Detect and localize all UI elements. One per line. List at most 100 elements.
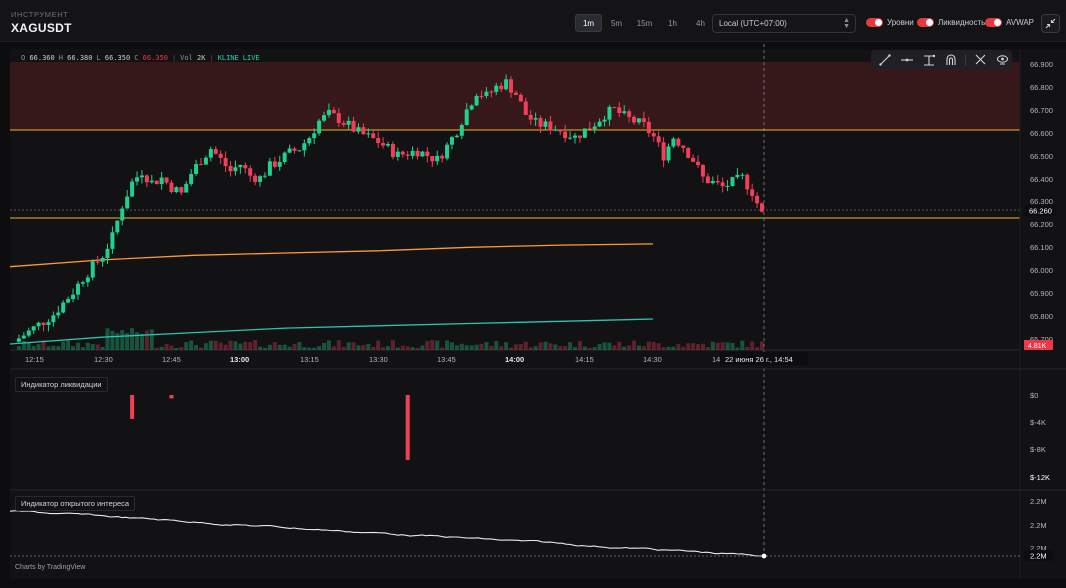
measure-icon[interactable] (921, 53, 937, 67)
volume-badge (1024, 340, 1053, 350)
candle-body (248, 168, 253, 176)
candle-body (51, 315, 56, 323)
timeframe-15m-button[interactable]: 15m (636, 18, 653, 28)
volume-bar (705, 347, 710, 350)
volume-bar (213, 340, 218, 350)
instrument-label: ИНСТРУМЕНТ (11, 10, 69, 19)
volume-bar (36, 344, 41, 350)
volume-bar (31, 346, 36, 350)
candle-body (435, 155, 440, 162)
time-tick: 14 (712, 355, 720, 364)
chart-container[interactable] (10, 49, 1066, 579)
candle-body (346, 120, 351, 125)
volume-bar (120, 330, 125, 350)
candle-body (750, 189, 755, 196)
visibility-icon[interactable] (994, 53, 1010, 67)
candle-body (740, 174, 745, 176)
levels-switch[interactable] (866, 18, 883, 27)
open-value: 66.360 (29, 54, 55, 62)
candle-body (523, 101, 528, 115)
timeframe-5m-button[interactable]: 5m (610, 18, 623, 28)
timeframe-1m-button[interactable]: 1m (575, 14, 602, 32)
remove-drawings-icon[interactable] (972, 53, 988, 67)
volume-bar (720, 342, 725, 350)
tradingview-credit[interactable]: Charts by TradingView (15, 564, 86, 571)
candle-body (326, 109, 331, 116)
volume-bar (282, 344, 287, 350)
volume-bar (184, 341, 189, 350)
candle-body (258, 176, 263, 182)
volume-bar (607, 342, 612, 350)
volume-bar (317, 346, 322, 350)
avwap-toggle[interactable]: AVWAP (985, 18, 1034, 27)
candle-body (56, 312, 61, 316)
select-arrows-icon: ▲ ▼ (843, 17, 850, 30)
liquidity-switch[interactable] (917, 18, 934, 27)
timezone-select[interactable]: Local (UTC+07:00) ▲ ▼ (712, 14, 856, 33)
avwap-line-teal (9, 318, 654, 345)
volume-bar (445, 340, 450, 350)
volume-bar (238, 343, 243, 350)
volume-bar (21, 340, 26, 350)
price-tick: 65.800 (1030, 312, 1053, 321)
collapse-button[interactable] (1041, 14, 1060, 33)
volume-bar (287, 346, 292, 350)
volume-bar (686, 343, 691, 350)
volume-bar (459, 343, 464, 350)
volume-bar (80, 347, 85, 350)
volume-bar (179, 347, 184, 350)
candle-body (317, 120, 322, 134)
volume-bar (646, 341, 651, 350)
volume-bar (100, 346, 105, 350)
volume-bar (691, 343, 696, 350)
candle-body (46, 322, 51, 325)
avwap-switch[interactable] (985, 18, 1002, 27)
candle-body (110, 232, 115, 249)
candle-body (474, 95, 479, 106)
candle-body (228, 165, 233, 172)
candle-body (80, 282, 85, 284)
candle-body (720, 182, 725, 187)
symbol-name[interactable]: XAGUSDT (11, 21, 72, 35)
horizontal-ray-icon[interactable] (899, 53, 915, 67)
candle-body (277, 162, 282, 167)
trend-line-icon[interactable] (877, 53, 893, 67)
candle-body (622, 111, 627, 114)
volume-bar (696, 343, 701, 350)
candlestick-series (16, 74, 764, 343)
candle-body (405, 154, 410, 156)
volume-bar (715, 342, 720, 350)
volume-bar (617, 341, 622, 350)
high-value: 66.380 (67, 54, 93, 62)
volume-bar (651, 341, 656, 350)
oi-tick: 2.2M (1030, 521, 1047, 530)
candle-body (573, 135, 577, 138)
liquidity-toggle[interactable]: Ликвидность (917, 18, 985, 27)
levels-toggle[interactable]: Уровни (866, 18, 914, 27)
candle-body (341, 123, 346, 125)
volume-bar (130, 328, 135, 350)
volume-bar (46, 346, 51, 350)
timeframe-1h-button[interactable]: 1h (668, 18, 677, 28)
candle-body (331, 109, 336, 114)
candle-body (307, 138, 312, 144)
candle-body (26, 330, 31, 336)
volume-bar (144, 330, 149, 350)
kline-source: KLINE (217, 54, 239, 62)
time-tick: 12:15 (25, 355, 44, 364)
volume-bar (159, 346, 164, 350)
volume-bar (228, 340, 233, 350)
volume-bar (543, 341, 548, 350)
candle-body (627, 111, 632, 117)
volume-bar (41, 340, 46, 350)
volume-bar (346, 342, 351, 350)
volume-bar (676, 344, 681, 350)
candle-body (272, 161, 277, 167)
timeframe-4h-button[interactable]: 4h (696, 18, 705, 28)
candle-body (676, 138, 681, 146)
candle-body (61, 302, 66, 313)
candle-body (484, 91, 489, 96)
magnet-icon[interactable] (943, 53, 959, 67)
volume-bar (425, 341, 430, 350)
